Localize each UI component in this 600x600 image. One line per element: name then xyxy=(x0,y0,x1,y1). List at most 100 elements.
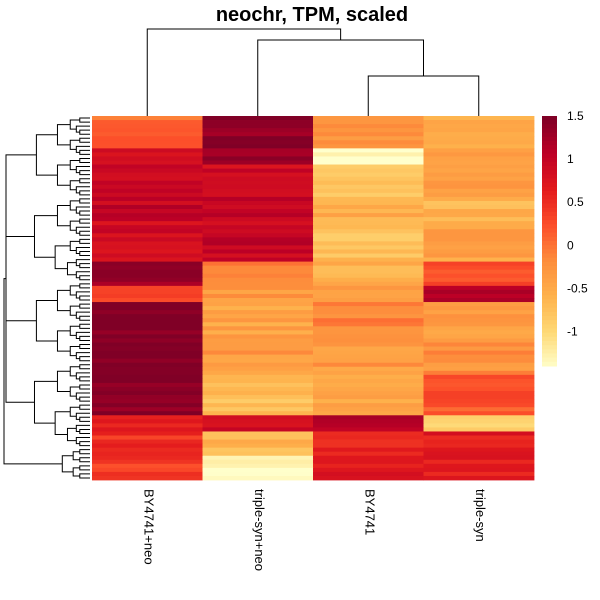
dendrogram-branch xyxy=(75,206,90,214)
heatmap-cell xyxy=(92,354,203,360)
heatmap-cell xyxy=(202,354,314,360)
legend-swatch xyxy=(542,353,557,359)
dendrogram-branch xyxy=(54,245,71,270)
heatmap-cell xyxy=(313,423,424,428)
heatmap-cell xyxy=(92,322,203,327)
heatmap-cell xyxy=(423,249,535,254)
legend-swatch xyxy=(542,199,557,204)
heatmap-cell xyxy=(313,427,424,432)
heatmap-cell xyxy=(423,277,535,283)
heatmap-cell xyxy=(313,415,424,420)
heatmap-cell xyxy=(423,399,535,404)
heatmap-cell xyxy=(423,241,535,246)
heatmap-cell xyxy=(202,217,314,222)
dendrogram-branch xyxy=(79,198,90,204)
dendrogram-branch xyxy=(79,263,90,269)
legend-tick-label: -1 xyxy=(567,325,578,339)
heatmap-cell xyxy=(423,168,535,174)
legend-swatch xyxy=(542,178,557,184)
heatmap-cell xyxy=(423,407,535,412)
heatmap-cell xyxy=(313,338,424,343)
dendrogram-branch xyxy=(72,467,80,477)
dendrogram-branch xyxy=(79,117,90,123)
legend-swatch xyxy=(542,349,557,354)
heatmap-cell xyxy=(313,265,424,271)
legend-swatch xyxy=(542,186,557,192)
heatmap-cell xyxy=(92,293,203,299)
heatmap-cell xyxy=(92,298,203,303)
heatmap-cell xyxy=(92,144,203,149)
heatmap-cell xyxy=(202,338,314,343)
heatmap-cell xyxy=(202,431,314,436)
heatmap-cell xyxy=(313,116,424,121)
heatmap-cell xyxy=(423,346,535,351)
heatmap-cell xyxy=(92,463,203,469)
heatmap-cell xyxy=(313,439,424,444)
dendrogram-branch xyxy=(56,204,71,227)
heatmap-cell xyxy=(202,176,314,182)
heatmap-cell xyxy=(202,152,314,157)
heatmap-cell xyxy=(92,221,203,226)
dendrogram-branch xyxy=(79,356,90,362)
heatmap-cell xyxy=(92,370,203,376)
heatmap-cell xyxy=(313,467,424,473)
heatmap-cell xyxy=(313,407,424,412)
heatmap-cell xyxy=(202,330,314,335)
heatmap-cell xyxy=(313,124,424,129)
heatmap-cell xyxy=(423,467,535,473)
heatmap-cell xyxy=(313,120,424,125)
heatmap-cell xyxy=(313,382,424,388)
legend-swatch xyxy=(542,195,557,200)
heatmap-cell xyxy=(92,362,203,368)
heatmap-cell xyxy=(423,374,535,380)
heatmap-cell xyxy=(423,164,535,169)
legend-swatch xyxy=(542,170,557,175)
heatmap-cell xyxy=(202,116,314,121)
dendrogram-branch xyxy=(33,215,58,258)
heatmap-cell xyxy=(92,257,203,262)
heatmap-cell xyxy=(423,431,535,436)
legend-swatch xyxy=(542,274,557,279)
dendrogram-branch xyxy=(69,159,80,171)
legend-swatch xyxy=(542,224,557,229)
heatmap-cell xyxy=(92,471,203,477)
heatmap-cell xyxy=(313,152,424,157)
heatmap-cell xyxy=(313,261,424,267)
legend-tick-label: -0.5 xyxy=(567,281,588,295)
heatmap-cell xyxy=(92,148,203,153)
heatmap-cell xyxy=(92,241,203,246)
dendrogram-branch xyxy=(35,300,58,342)
heatmap-cell xyxy=(92,229,203,234)
heatmap-cell xyxy=(202,358,314,364)
dendrogram-branch xyxy=(56,124,71,146)
heatmap-cell xyxy=(202,326,314,331)
heatmap-cell xyxy=(92,419,203,424)
legend-tick-label: 1.5 xyxy=(567,109,584,123)
dendrogram-branch xyxy=(75,311,90,319)
heatmap-cell xyxy=(202,298,314,303)
heatmap-cell xyxy=(313,233,424,238)
heatmap-cell xyxy=(313,221,424,226)
legend-swatch xyxy=(542,149,557,154)
heatmap-cell xyxy=(423,213,535,218)
heatmap-cell xyxy=(92,443,203,449)
dendrogram-branch xyxy=(79,428,90,434)
dendrogram-branch xyxy=(79,303,90,309)
dendrogram-branch xyxy=(146,28,342,116)
dendrogram-branch xyxy=(367,75,480,116)
heatmap-cell xyxy=(423,471,535,477)
heatmap-cell xyxy=(92,120,203,125)
heatmap-cell xyxy=(313,370,424,376)
heatmap-cell xyxy=(313,156,424,161)
legend-swatch xyxy=(542,341,557,346)
heatmap-cell xyxy=(202,334,314,339)
heatmap-cell xyxy=(313,229,424,234)
heatmap-cell xyxy=(313,188,424,194)
legend-swatch xyxy=(542,124,557,129)
dendrogram-branch xyxy=(69,220,80,231)
heatmap-cell xyxy=(313,314,424,319)
heatmap-cell xyxy=(202,132,314,137)
heatmap-cell xyxy=(202,411,314,416)
heatmap-cell xyxy=(92,459,203,465)
